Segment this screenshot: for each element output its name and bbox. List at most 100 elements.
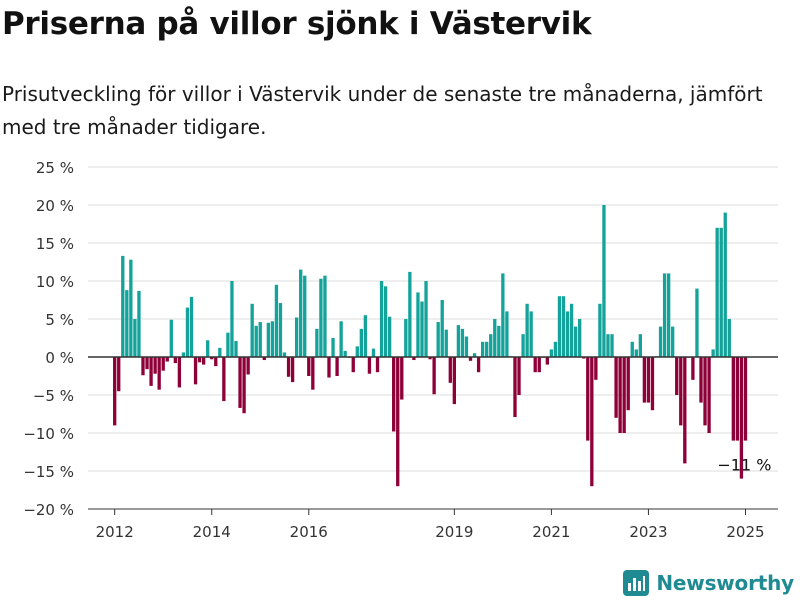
bar	[666, 273, 671, 357]
bar	[561, 296, 566, 357]
bar	[662, 273, 667, 357]
bar	[683, 357, 687, 464]
bar	[444, 329, 448, 357]
bar	[193, 357, 198, 385]
bar	[420, 301, 424, 357]
bar	[226, 332, 230, 357]
newsworthy-logo-icon	[623, 570, 650, 596]
bar	[513, 357, 517, 418]
bar	[137, 290, 141, 357]
bar	[262, 357, 266, 361]
bar	[307, 357, 311, 376]
bar	[335, 357, 339, 376]
y-tick-label: −5 %	[33, 387, 74, 405]
x-tick-label: 2025	[726, 523, 764, 541]
y-tick-label: 15 %	[36, 235, 74, 253]
bar	[472, 353, 477, 357]
bar	[404, 319, 408, 357]
bar	[315, 328, 319, 357]
x-tick-label: 2021	[532, 523, 570, 541]
bar	[675, 357, 679, 395]
bar	[363, 315, 368, 357]
bar	[185, 307, 190, 357]
bar	[553, 341, 558, 357]
bar	[290, 357, 295, 383]
bar	[351, 357, 355, 373]
bar	[739, 357, 744, 479]
y-tick-label: 25 %	[36, 159, 74, 177]
bar	[303, 275, 307, 357]
bar	[343, 350, 347, 357]
bar	[408, 271, 412, 357]
y-tick-label: 10 %	[36, 273, 74, 291]
bar	[133, 319, 137, 357]
bar	[646, 357, 651, 403]
y-tick-label: 20 %	[36, 197, 74, 215]
bar	[525, 303, 529, 357]
bar	[165, 357, 169, 362]
bar	[375, 357, 380, 373]
bar	[173, 357, 177, 364]
bar	[396, 357, 400, 487]
bar	[113, 357, 117, 426]
bar	[650, 357, 655, 411]
bar	[707, 357, 711, 433]
bar	[286, 357, 291, 377]
bar	[266, 322, 270, 357]
bar	[642, 357, 647, 403]
bar	[731, 357, 735, 441]
bar	[727, 319, 731, 357]
brand-logo: Newsworthy	[623, 570, 794, 596]
bar	[582, 357, 586, 359]
x-tick-label: 2019	[435, 523, 473, 541]
bar	[117, 357, 121, 392]
bar	[428, 357, 432, 360]
bar	[715, 227, 719, 357]
bar	[392, 357, 396, 432]
bar	[489, 334, 493, 357]
bar	[658, 326, 663, 357]
bar	[703, 357, 707, 426]
bar	[379, 281, 384, 357]
bar	[586, 357, 590, 441]
bar	[594, 357, 598, 380]
bar	[145, 357, 149, 370]
bar	[222, 357, 226, 402]
y-tick-label: −15 %	[23, 463, 74, 481]
bar	[578, 319, 582, 357]
bar	[282, 352, 287, 357]
bar	[679, 357, 683, 426]
y-tick-label: 0 %	[45, 349, 74, 367]
bar	[331, 338, 335, 357]
bar	[270, 321, 275, 357]
bar	[606, 334, 610, 357]
bar	[545, 357, 549, 365]
y-tick-label: −10 %	[23, 425, 74, 443]
bar	[250, 303, 254, 357]
bar	[141, 357, 145, 376]
bar	[537, 357, 541, 373]
bar	[448, 357, 452, 383]
bar	[711, 349, 715, 357]
bar	[157, 357, 161, 390]
bar	[452, 357, 456, 405]
bar	[214, 357, 218, 367]
bar	[181, 352, 186, 357]
bar	[242, 357, 246, 414]
bar	[493, 319, 497, 357]
brand-name: Newsworthy	[656, 571, 794, 595]
bar	[387, 316, 392, 357]
bar	[485, 341, 489, 357]
page-title: Priserna på villor sjönk i Västervik	[2, 6, 592, 42]
y-tick-label: 5 %	[45, 311, 74, 329]
bar	[177, 357, 182, 388]
bar	[569, 303, 574, 357]
bar	[153, 357, 157, 374]
bar	[476, 357, 481, 373]
bar	[238, 357, 242, 408]
bar	[468, 357, 473, 361]
bar	[197, 357, 202, 363]
bar	[294, 317, 299, 357]
bar	[125, 290, 129, 357]
